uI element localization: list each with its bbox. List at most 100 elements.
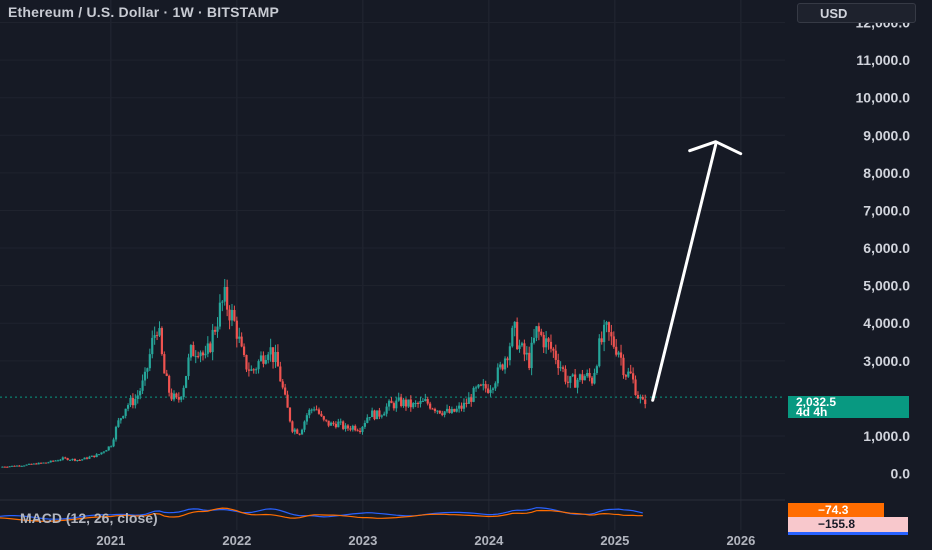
candle-body [385, 406, 388, 414]
candle-body [465, 402, 468, 404]
candle-body [216, 326, 219, 332]
y-tick-label: 4,000.0 [863, 315, 910, 331]
candle-body [184, 376, 188, 388]
candle-body [557, 359, 560, 369]
candle-body [32, 463, 35, 465]
candle-body [441, 413, 444, 415]
horizontal-grid [0, 22, 785, 475]
candle-body [400, 397, 403, 406]
candle-body [281, 381, 284, 388]
x-tick-label: 2022 [222, 533, 251, 548]
candle-body [431, 408, 434, 410]
y-tick-label: 9,000.0 [863, 127, 910, 143]
candle-body [458, 405, 461, 409]
candle-body [603, 324, 606, 343]
candle-body [284, 387, 287, 395]
candle-body [448, 408, 451, 413]
candle-body [438, 410, 441, 414]
candle-body [532, 337, 536, 343]
candle-body [30, 463, 33, 465]
candle-body [443, 411, 446, 415]
candle-body [308, 409, 311, 416]
candle-body [52, 460, 55, 462]
candle-body [542, 335, 545, 348]
candle-body [409, 399, 412, 408]
candle-body [291, 421, 294, 432]
candle-body [303, 421, 306, 430]
candle-body [271, 347, 275, 363]
candle-body [513, 321, 516, 328]
candle-body [436, 410, 439, 412]
macd-value-tag: −74.3 [788, 503, 884, 517]
candle-body [351, 425, 354, 430]
y-tick-label: 11,000.0 [856, 52, 910, 68]
candle-body [482, 384, 485, 386]
currency-button[interactable]: USD [797, 3, 916, 23]
candle-body [549, 341, 553, 349]
candle-body [233, 309, 236, 321]
candle-body [56, 460, 60, 462]
candle-body [540, 331, 543, 336]
candle-body [383, 413, 386, 416]
candle-body [35, 463, 38, 465]
candle-body [346, 425, 350, 429]
candle-body [421, 400, 424, 402]
candle-body [288, 407, 292, 422]
candle-body [496, 367, 499, 384]
candle-body [528, 352, 531, 369]
candle-body [78, 459, 81, 461]
candle-body [349, 428, 352, 430]
candle-body [117, 420, 120, 427]
candle-body [499, 364, 502, 368]
candle-body [25, 464, 28, 466]
candle-body [337, 421, 340, 428]
candle-body [264, 359, 267, 364]
candle-body [255, 369, 258, 371]
candle-body [182, 387, 185, 397]
candle-body [564, 368, 567, 382]
candle-body [122, 415, 125, 419]
candle-body [189, 345, 193, 358]
bar-countdown: 4d 4h [796, 405, 828, 419]
candle-body [274, 351, 277, 363]
candle-body [23, 465, 26, 467]
candle-body [506, 358, 509, 361]
candle-body [81, 459, 84, 461]
candle-body [180, 396, 183, 400]
candle-body [590, 377, 594, 384]
chart-title: Ethereum / U.S. Dollar · 1W · BITSTAMP [8, 4, 280, 20]
candle-body [416, 402, 420, 404]
vertical-grid [110, 0, 742, 530]
candle-body [535, 326, 538, 338]
candle-body [114, 426, 118, 440]
candle-body [354, 425, 357, 431]
candle-body [334, 423, 337, 428]
candle-body [636, 394, 640, 399]
candle-body [64, 457, 67, 459]
candle-body [574, 374, 577, 388]
candle-body [262, 355, 265, 364]
candle-body [6, 466, 9, 468]
candle-body [175, 393, 178, 398]
candle-body [552, 348, 555, 351]
candle-body [634, 379, 637, 395]
candle-body [315, 409, 318, 411]
candle-body [395, 400, 398, 409]
x-tick-label: 2023 [348, 533, 377, 548]
candle-body [276, 351, 279, 367]
candle-body [467, 397, 470, 404]
candle-body [194, 356, 197, 358]
candle-body [600, 338, 603, 343]
candle-body [571, 374, 574, 377]
x-tick-label: 2024 [474, 533, 504, 548]
candle-body [530, 342, 533, 369]
macd-indicator-label[interactable]: MACD (12, 26, close) [20, 510, 158, 526]
candle-body [192, 345, 195, 357]
candle-body [39, 462, 43, 464]
candle-body [537, 326, 540, 332]
candle-body [503, 358, 507, 370]
candle-body [455, 408, 458, 412]
candle-body [525, 352, 528, 355]
candle-body [105, 450, 108, 452]
